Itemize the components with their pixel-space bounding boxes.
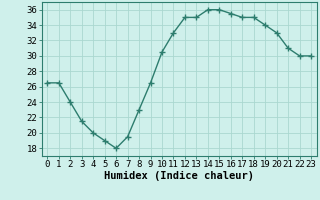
X-axis label: Humidex (Indice chaleur): Humidex (Indice chaleur) xyxy=(104,171,254,181)
